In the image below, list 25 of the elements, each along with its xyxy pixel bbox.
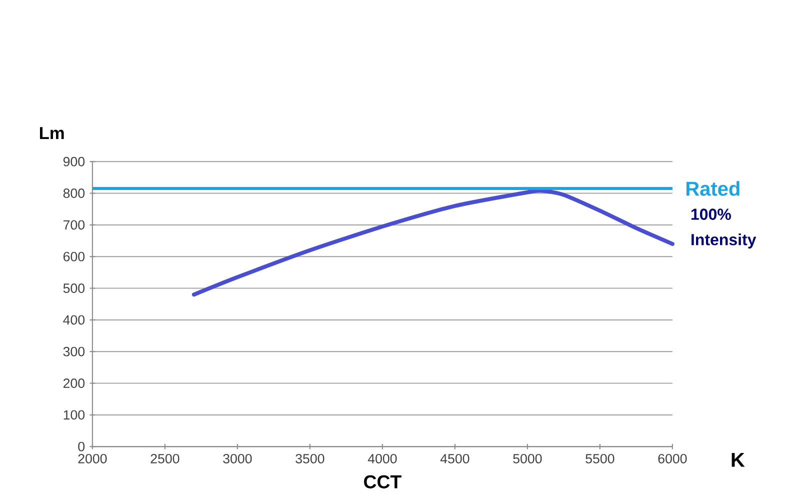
x-tick-label: 3500 (296, 454, 324, 464)
y-tick-label: 700 (64, 220, 85, 230)
y-tick-label: 300 (63, 346, 85, 356)
y-tick-label: 600 (63, 252, 85, 262)
series-label: 100% Intensity (691, 208, 756, 249)
line-series (192, 188, 674, 297)
x-tick-label: 5500 (586, 454, 614, 464)
x-tick-label: 4000 (368, 454, 397, 464)
text: K (732, 453, 745, 467)
x-axis-title: CCT (364, 475, 402, 488)
y-tick-label: 100 (64, 410, 85, 420)
y-tick-label: 400 (63, 315, 85, 325)
y-tick-label: 800 (63, 188, 85, 198)
y-tick-label: 500 (63, 284, 85, 294)
y-axis-title: Lm (40, 127, 64, 140)
x-tick-label: 2000 (78, 454, 107, 464)
x-tick-label: 2500 (150, 454, 180, 464)
ref-line-label: Rated (686, 181, 740, 196)
x-tick-label: 5000 (513, 454, 542, 464)
x-tick-label: 3000 (223, 454, 252, 464)
y-tick-label: 900 (63, 156, 85, 166)
x-tick-label: 6000 (658, 454, 687, 464)
y-tick-label: 200 (63, 378, 85, 388)
y-tick-label: 0 (78, 442, 85, 452)
x-tick-label: 4500 (440, 454, 470, 464)
